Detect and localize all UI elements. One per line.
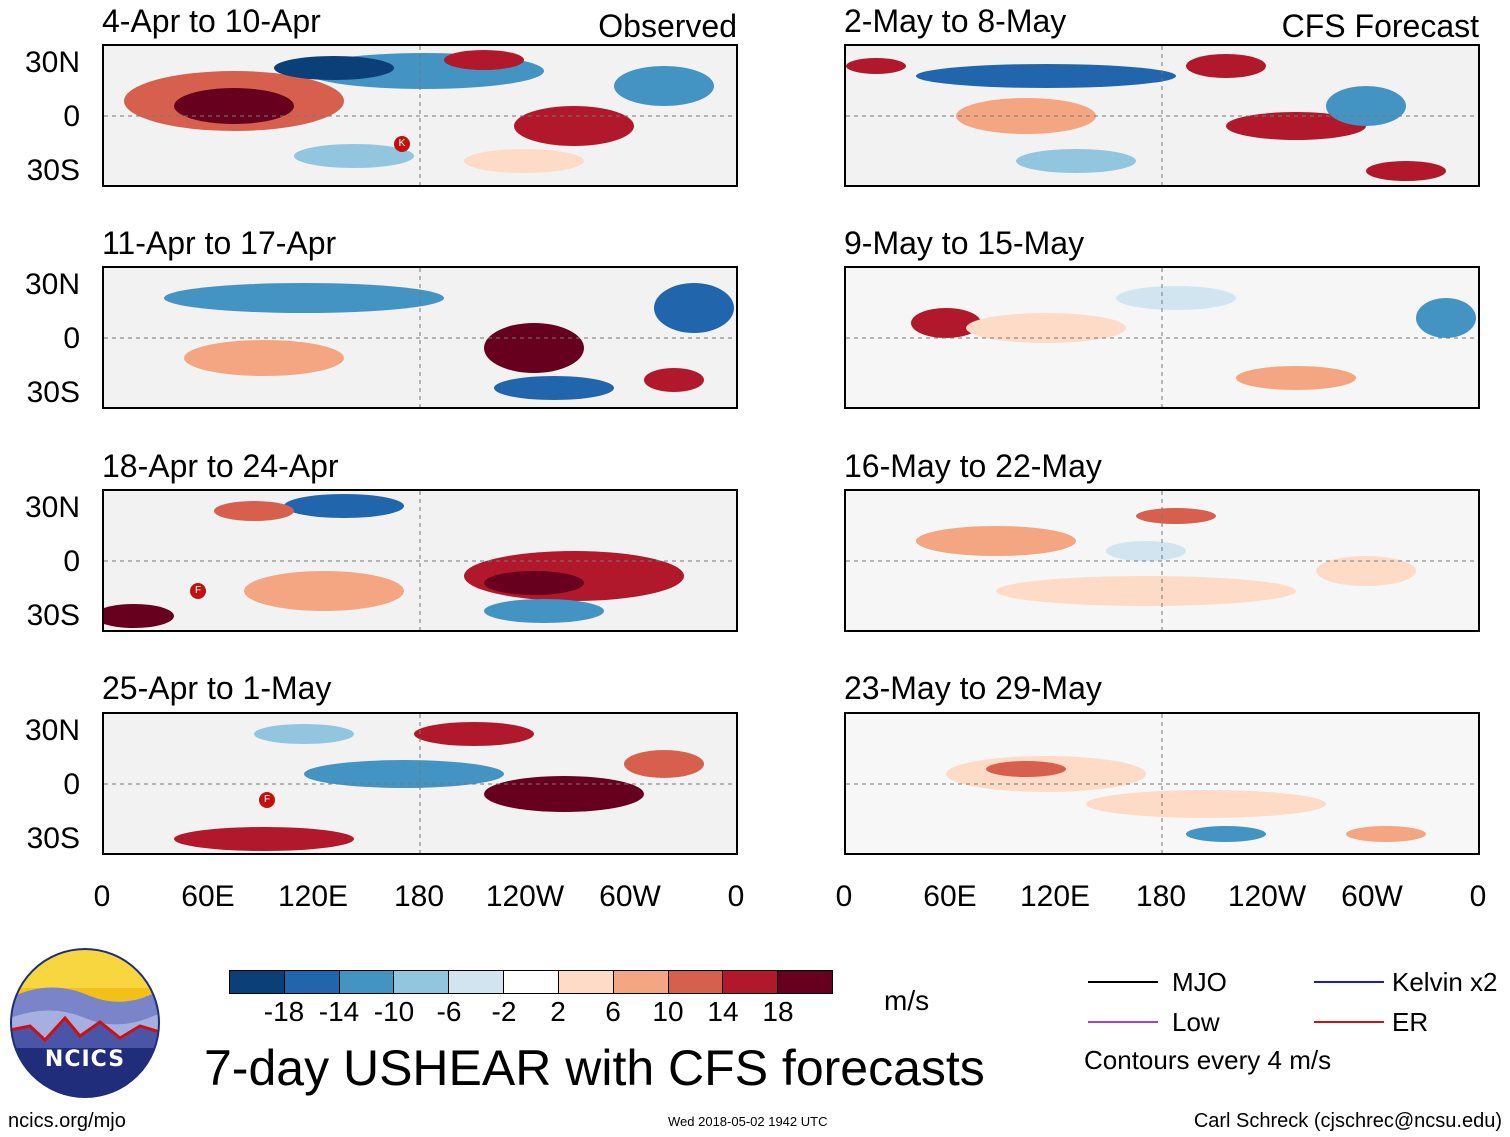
figure-title: 7-day USHEAR with CFS forecasts <box>204 1040 985 1096</box>
colorbar-tick-label: -14 <box>318 996 360 1027</box>
wind-shear-field <box>104 46 736 185</box>
lon-label: 120E <box>1019 880 1091 913</box>
colorbar-tick-label: -6 <box>436 996 462 1027</box>
colorbar-tick-label: 10 <box>652 996 684 1027</box>
lat-label-30s: 30S <box>26 599 80 632</box>
lon-label: 60E <box>923 880 977 913</box>
colorbar-tick-label: 14 <box>707 996 739 1027</box>
lon-label: 120W <box>1227 880 1307 913</box>
legend-label-er: ER <box>1392 1007 1429 1037</box>
lon-label: 180 <box>393 880 445 913</box>
lon-label: 0 <box>727 880 745 913</box>
colorbar-swatch <box>230 971 285 993</box>
lon-label: 60E <box>181 880 235 913</box>
legend-label-mjo: MJO <box>1172 967 1227 997</box>
colorbar-swatch <box>723 971 779 993</box>
colorbar-swatch <box>394 971 450 993</box>
map-panel-fcst-1 <box>844 44 1480 187</box>
colorbar-swatch <box>449 971 505 993</box>
lon-label: 120W <box>485 880 565 913</box>
lon-label: 180 <box>1135 880 1187 913</box>
wind-shear-field <box>846 714 1478 853</box>
lat-label-0: 0 <box>63 322 80 355</box>
panel-title-obs-1: 4-Apr to 10-Apr <box>102 3 321 39</box>
legend-line-kelvin <box>1314 981 1384 983</box>
colorbar-swatch <box>613 971 669 993</box>
lon-label: 0 <box>93 880 111 913</box>
lat-label-30n: 30N <box>24 46 80 79</box>
panel-title-obs-2: 11-Apr to 17-Apr <box>102 225 337 261</box>
map-panel-obs-3: F <box>102 489 738 632</box>
wind-shear-field <box>104 268 736 407</box>
legend-line-mjo <box>1088 981 1158 983</box>
colorbar-units: m/s <box>884 985 930 1016</box>
colorbar <box>229 970 833 994</box>
lon-label: 60W <box>599 880 661 913</box>
wind-shear-field <box>104 714 736 853</box>
map-panel-fcst-4 <box>844 712 1480 855</box>
legend-label-low: Low <box>1172 1007 1220 1037</box>
legend-label-kelvin: Kelvin x2 <box>1392 967 1498 997</box>
lat-label-30s: 30S <box>26 822 80 855</box>
map-panel-fcst-3 <box>844 489 1480 632</box>
lat-label-30n: 30N <box>24 268 80 301</box>
wind-shear-field <box>846 46 1478 185</box>
colorbar-swatch <box>284 971 340 993</box>
colorbar-swatch <box>339 971 395 993</box>
panel-title-fcst-4: 23-May to 29-May <box>844 670 1102 706</box>
lat-label-0: 0 <box>63 768 80 801</box>
colorbar-tick-label: -10 <box>373 996 415 1027</box>
wind-shear-field <box>846 268 1478 407</box>
contour-note: Contours every 4 m/s <box>1084 1045 1332 1075</box>
lon-label: 0 <box>835 880 853 913</box>
lon-label: 120E <box>277 880 349 913</box>
forecast-label: CFS Forecast <box>1281 8 1479 44</box>
colorbar-swatch <box>668 971 724 993</box>
colorbar-swatch <box>504 971 559 993</box>
storm-marker: F <box>259 792 275 808</box>
lon-label: 60W <box>1341 880 1403 913</box>
panel-title-fcst-1: 2-May to 8-May <box>844 3 1067 39</box>
observed-label: Observed <box>598 8 737 44</box>
panel-title-obs-4: 25-Apr to 1-May <box>102 670 332 706</box>
lat-label-0: 0 <box>63 100 80 133</box>
wind-shear-field <box>104 491 736 630</box>
colorbar-swatch <box>558 971 614 993</box>
map-panel-fcst-2 <box>844 266 1480 409</box>
ncics-logo: NCICS <box>10 948 160 1098</box>
lat-label-30s: 30S <box>26 376 80 409</box>
storm-marker: K <box>394 136 410 152</box>
colorbar-tick-label: 6 <box>605 996 621 1027</box>
colorbar-swatch <box>778 971 832 993</box>
colorbar-tick-label: 2 <box>550 996 566 1027</box>
storm-marker: F <box>190 583 206 599</box>
lat-label-30n: 30N <box>24 491 80 524</box>
footer-credit: Carl Schreck (cjschrec@ncsu.edu) <box>1193 1110 1502 1132</box>
lat-label-0: 0 <box>63 545 80 578</box>
wind-shear-field <box>846 491 1478 630</box>
footer-url: ncics.org/mjo <box>8 1110 126 1132</box>
legend-line-er <box>1314 1021 1384 1023</box>
map-panel-obs-2 <box>102 266 738 409</box>
panel-title-fcst-3: 16-May to 22-May <box>844 448 1102 484</box>
colorbar-tick-label: -2 <box>491 996 517 1027</box>
footer-timestamp: Wed 2018-05-02 1942 UTC <box>668 1114 828 1129</box>
map-panel-obs-1: K <box>102 44 738 187</box>
lat-label-30s: 30S <box>26 154 80 187</box>
legend-line-low <box>1088 1021 1158 1023</box>
lat-label-30n: 30N <box>24 714 80 747</box>
lon-label: 0 <box>1469 880 1487 913</box>
colorbar-tick-label: -18 <box>263 996 305 1027</box>
logo-text: NCICS <box>44 1047 126 1072</box>
panel-title-fcst-2: 9-May to 15-May <box>844 225 1085 261</box>
map-panel-obs-4: F <box>102 712 738 855</box>
colorbar-tick-label: 18 <box>762 996 794 1027</box>
panel-title-obs-3: 18-Apr to 24-Apr <box>102 448 339 484</box>
